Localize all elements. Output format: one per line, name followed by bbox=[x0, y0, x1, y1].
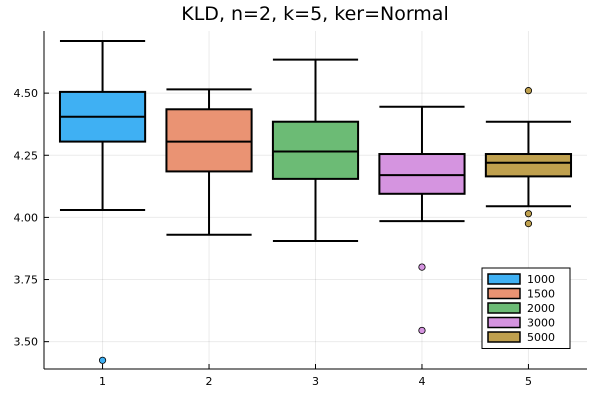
x-tick-label: 3 bbox=[312, 375, 319, 388]
y-tick-label: 3.75 bbox=[14, 274, 39, 287]
legend-label: 5000 bbox=[527, 331, 555, 344]
y-tick-label: 3.50 bbox=[14, 336, 39, 349]
box-iqr bbox=[378, 153, 466, 195]
y-tick-label: 4.25 bbox=[14, 149, 39, 162]
outlier-point bbox=[524, 210, 533, 218]
box-series-3000 bbox=[378, 105, 466, 335]
outlier-point bbox=[524, 87, 533, 95]
x-tick-label: 1 bbox=[99, 375, 106, 388]
box-series-1000 bbox=[58, 39, 147, 364]
outlier-point bbox=[418, 326, 426, 335]
box-iqr bbox=[165, 108, 253, 173]
outlier-point bbox=[98, 356, 107, 364]
x-tick-label: 2 bbox=[206, 375, 213, 388]
y-tick-label: 4.00 bbox=[14, 211, 39, 224]
box-series-1500 bbox=[165, 88, 253, 236]
legend-label: 1500 bbox=[527, 288, 555, 301]
x-tick-label: 4 bbox=[418, 375, 425, 388]
legend-label: 3000 bbox=[527, 317, 555, 330]
legend-swatch bbox=[487, 316, 521, 329]
outlier-point bbox=[418, 263, 426, 271]
legend-label: 2000 bbox=[527, 302, 555, 315]
legend-swatch bbox=[487, 273, 521, 285]
box-series-5000 bbox=[484, 87, 573, 228]
y-tick-label: 4.50 bbox=[14, 87, 39, 100]
x-tick-label: 5 bbox=[525, 375, 532, 388]
legend-swatch bbox=[487, 287, 521, 300]
legend-swatch bbox=[487, 302, 521, 314]
chart-title: KLD, n=2, k=5, ker=Normal bbox=[181, 3, 448, 25]
legend-swatch bbox=[487, 331, 521, 343]
box-marks bbox=[58, 39, 573, 364]
axes: 3.50 3.75 4.00 4.25 4.50 1 2 3 4 5 bbox=[14, 31, 587, 388]
box-iqr bbox=[271, 120, 360, 180]
box-series-2000 bbox=[271, 58, 360, 243]
legend-label: 1000 bbox=[527, 273, 555, 286]
outlier-point bbox=[524, 220, 533, 228]
box-iqr bbox=[484, 153, 573, 178]
